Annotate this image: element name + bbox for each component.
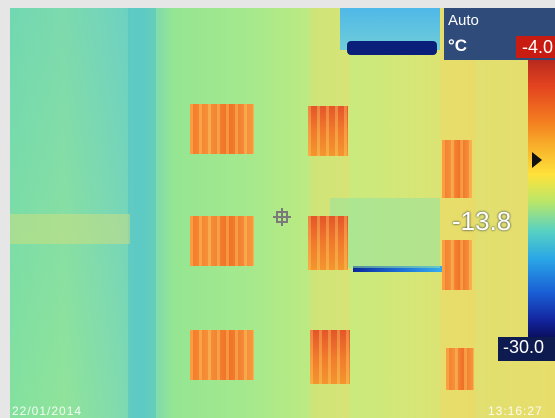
window-heat-5: [308, 216, 348, 270]
cold-ledge-middle: [353, 266, 448, 272]
range-max-value: -4.0: [522, 37, 554, 57]
window-heat-2: [190, 216, 254, 266]
window-heat-9: [446, 348, 474, 390]
range-min-value: -30.0: [503, 337, 545, 357]
range-mode-label: Auto: [448, 12, 479, 29]
crosshair-square-icon: [273, 208, 291, 226]
window-heat-6: [310, 330, 350, 384]
range-max-badge: [516, 36, 555, 58]
thermal-image: [10, 8, 555, 418]
cold-wall-section: [10, 8, 130, 418]
cold-ledge-top: [347, 41, 437, 55]
window-heat-3: [190, 330, 254, 380]
window-glass-cool: [330, 198, 440, 268]
window-heat-8: [442, 240, 472, 290]
spot-temperature-readout: -13.8: [452, 206, 512, 236]
window-heat-1: [190, 104, 254, 154]
cold-pillar: [128, 8, 156, 418]
window-heat-7: [442, 140, 472, 198]
capture-time: 13:16:27: [488, 404, 543, 418]
range-min-badge: [498, 337, 555, 361]
temperature-palette-bar: [528, 57, 555, 337]
warm-band-left: [10, 214, 130, 244]
unit-label: °C: [448, 36, 468, 55]
window-heat-4: [308, 106, 348, 156]
triangle-right-icon: [532, 152, 542, 168]
capture-date: 22/01/2014: [12, 404, 83, 418]
